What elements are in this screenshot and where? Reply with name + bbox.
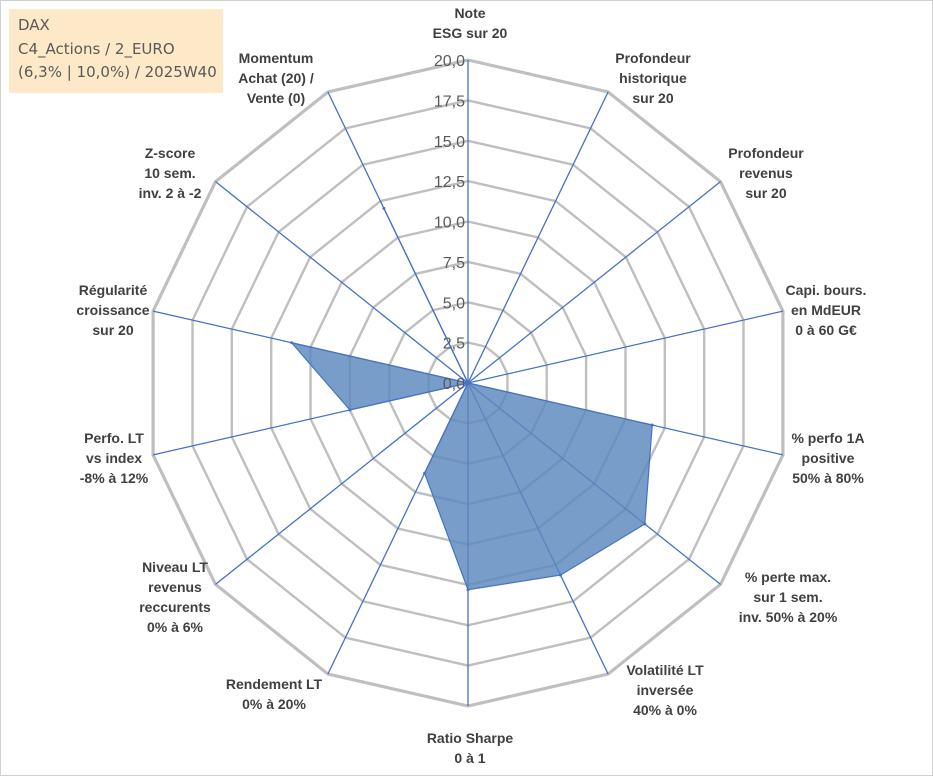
category-label: Profondeur historique sur 20	[615, 50, 691, 106]
category-label-line: Niveau LT	[142, 559, 208, 575]
category-label: Profondeur revenus sur 20	[728, 145, 804, 201]
tick-label: 2,5	[443, 336, 465, 353]
category-label-line: Z-score	[145, 145, 196, 161]
series-point	[348, 408, 352, 412]
category-label: Note ESG sur 20	[433, 5, 508, 41]
category-label-line: % perfo 1A	[791, 430, 864, 446]
category-label-line: inv. 2 à -2	[139, 185, 202, 201]
category-label-line: vs index	[86, 450, 142, 466]
category-label-line: sur 20	[745, 185, 786, 201]
category-label-line: historique	[619, 70, 687, 86]
category-label: % perfo 1A positive 50% à 80%	[791, 430, 864, 486]
category-label: Rendement LT 0% à 20%	[226, 676, 323, 712]
category-label-line: croissance	[76, 302, 149, 318]
info-period: (6,3% | 10,0%) / 2025W40	[18, 63, 217, 81]
series-area	[290, 208, 653, 591]
category-label-line: -8% à 12%	[80, 470, 149, 486]
category-label-line: Volatilité LT	[626, 662, 704, 678]
axis-spoke	[467, 181, 721, 384]
category-label-line: en MdEUR	[791, 302, 861, 318]
series-point	[290, 341, 294, 345]
category-label-line: Profondeur	[728, 145, 804, 161]
info-box: DAX C4_Actions / 2_EURO (6,3% | 10,0%) /…	[9, 9, 223, 93]
axis-spoke	[215, 382, 469, 585]
category-label-line: Note	[454, 5, 485, 21]
category-label-line: 0% à 20%	[242, 696, 306, 712]
category-label-line: 10 sem.	[144, 165, 195, 181]
category-label-line: Achat (20) /	[238, 70, 314, 86]
category-label: Perfo. LT vs index -8% à 12%	[80, 430, 149, 486]
category-label: Momentum Achat (20) / Vente (0)	[238, 50, 314, 106]
category-label-line: Régularité	[79, 282, 148, 298]
category-label-line: sur 20	[632, 90, 673, 106]
category-label: % perte max. sur 1 sem. inv. 50% à 20%	[739, 569, 838, 625]
series-point	[382, 206, 386, 210]
tick-label: 0,0	[443, 376, 465, 393]
category-label-line: Ratio Sharpe	[427, 730, 514, 746]
category-label-line: inversée	[637, 682, 694, 698]
series-point	[423, 471, 427, 475]
category-label-line: 50% à 80%	[792, 470, 864, 486]
category-label-line: positive	[802, 450, 855, 466]
category-label: Volatilité LT inversée 40% à 0%	[626, 662, 704, 718]
category-label-line: sur 20	[92, 322, 133, 338]
tick-label: 17,5	[434, 93, 465, 110]
tick-label: 10,0	[434, 215, 465, 232]
series-point	[559, 573, 562, 577]
category-label-line: Momentum	[239, 50, 314, 66]
tick-label: 5,0	[443, 295, 465, 312]
tick-label: 15,0	[434, 134, 465, 151]
category-label-line: 0% à 6%	[147, 619, 204, 635]
category-label-line: 0 à 60 G€	[795, 322, 857, 338]
category-label-line: % perte max.	[745, 569, 831, 585]
tick-label: 20,0	[434, 53, 465, 70]
series-point	[650, 423, 654, 427]
category-label-line: 40% à 0%	[633, 702, 697, 718]
category-label-line: Capi. bours.	[786, 282, 867, 298]
series-point	[643, 522, 647, 526]
category-label: Ratio Sharpe 0 à 1	[427, 730, 514, 766]
axis-spoke	[467, 310, 784, 384]
category-label-line: Vente (0)	[247, 90, 305, 106]
series-point	[466, 381, 470, 385]
category-label: Niveau LT revenus reccurents 0% à 6%	[139, 559, 211, 635]
category-label: Capi. bours. en MdEUR 0 à 60 G€	[786, 282, 867, 338]
category-label: Régularité croissance sur 20	[76, 282, 149, 338]
category-label-line: sur 1 sem.	[753, 589, 822, 605]
series-point	[466, 588, 470, 592]
category-label-line: Rendement LT	[226, 676, 323, 692]
category-label-line: Profondeur	[615, 50, 691, 66]
category-label-line: ESG sur 20	[433, 25, 508, 41]
category-label-line: inv. 50% à 20%	[739, 609, 838, 625]
category-label: Z-score 10 sem. inv. 2 à -2	[139, 145, 202, 201]
category-label-line: 0 à 1	[454, 750, 485, 766]
info-index-name: DAX	[18, 16, 50, 34]
category-label-line: reccurents	[139, 599, 211, 615]
tick-label: 12,5	[434, 174, 465, 191]
category-label-line: revenus	[148, 579, 202, 595]
category-label-line: revenus	[739, 165, 793, 181]
tick-label: 7,5	[443, 255, 465, 272]
info-category: C4_Actions / 2_EURO	[18, 39, 175, 58]
axis-spoke	[215, 181, 469, 384]
axis-spoke	[467, 91, 609, 384]
category-label-line: Perfo. LT	[84, 430, 144, 446]
